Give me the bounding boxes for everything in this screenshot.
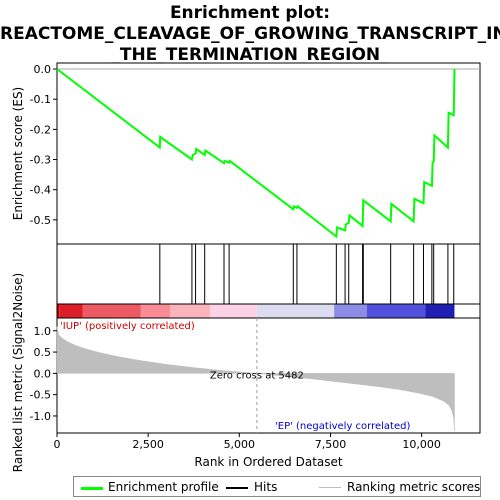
chart-title-line-2: REACTOME_CLEAVAGE_OF_GROWING_TRANSCRIPT_… <box>0 24 500 44</box>
rank-color-segment <box>366 304 426 318</box>
x-tick-label: 0 <box>54 438 61 451</box>
rank-color-segment <box>334 304 367 318</box>
es-y-axis-label: Enrichment score (ES) <box>11 87 25 220</box>
es-y-tick-label: -0.5 <box>30 214 51 227</box>
rank-color-segment <box>425 304 455 318</box>
metric-y-tick-label: 0.5 <box>34 346 52 359</box>
legend-hits-swatch <box>226 487 248 489</box>
positive-correlation-label: 'IUP' (positively correlated) <box>60 321 195 332</box>
legend-ranking-swatch <box>319 487 341 488</box>
zero-cross-label: Zero cross at 5482 <box>210 370 304 381</box>
rank-color-segment <box>170 304 211 318</box>
chart-legend: Enrichment profile Hits Ranking metric s… <box>73 476 481 497</box>
es-panel-frame <box>56 62 481 245</box>
x-tick-label: 2,500 <box>132 438 164 451</box>
metric-y-tick-label: -1.0 <box>30 410 51 423</box>
es-y-tick-label: -0.1 <box>30 93 51 106</box>
metric-y-tick-label: 1.0 <box>34 325 52 338</box>
legend-enrichment-label: Enrichment profile <box>108 480 219 494</box>
x-axis-label: Rank in Ordered Dataset <box>194 455 342 469</box>
rank-color-segment <box>140 304 171 318</box>
legend-enrichment-swatch <box>81 487 103 490</box>
chart-title-line-1: Enrichment plot: <box>169 3 331 23</box>
es-y-tick-label: 0.0 <box>34 63 52 76</box>
es-y-tick-label: -0.3 <box>30 154 51 167</box>
rank-color-segment <box>210 304 257 318</box>
legend-hits-label: Hits <box>254 480 278 494</box>
chart-title-line-3: _THE_TERMINATION_REGION_ <box>111 45 389 65</box>
x-tick-label: 10,000 <box>402 438 441 451</box>
es-y-tick-label: -0.4 <box>30 184 51 197</box>
rank-color-segment <box>256 304 335 318</box>
rank-color-segment <box>57 304 60 318</box>
rank-color-segment <box>59 304 83 318</box>
x-tick-label: 7,500 <box>315 438 347 451</box>
enrichment-profile-line <box>56 68 456 239</box>
metric-y-axis-label: Ranked list metric (Signal2Noise) <box>11 273 25 472</box>
metric-y-tick-label: 0.0 <box>34 367 52 380</box>
rank-color-segment <box>82 304 141 318</box>
x-tick-label: 5,000 <box>224 438 256 451</box>
legend-ranking-label: Ranking metric scores <box>347 480 481 494</box>
es-y-tick-label: -0.2 <box>30 123 51 136</box>
hits-panel-frame <box>56 243 481 305</box>
ranking-metric-area <box>56 326 455 431</box>
metric-y-tick-label: -0.5 <box>30 389 51 402</box>
negative-correlation-label: 'EP' (negatively correlated) <box>275 421 410 432</box>
